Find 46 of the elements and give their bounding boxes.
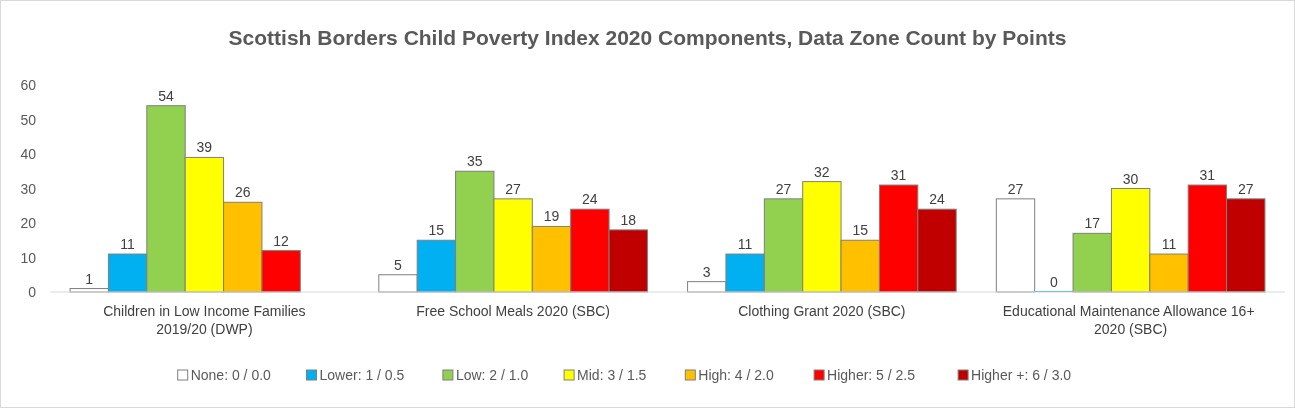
y-tick-label: 0 (28, 284, 37, 300)
x-tick-label: Clothing Grant 2020 (SBC) (738, 303, 906, 319)
y-tick-label: 50 (20, 111, 37, 128)
data-label: 27 (1007, 180, 1024, 197)
x-tick-label: Free School Meals 2020 (SBC) (416, 303, 611, 319)
data-label: 30 (1122, 170, 1139, 187)
data-label: 11 (120, 236, 136, 253)
chart-title: Scottish Borders Child Poverty Index 2020 Components, Data Zone Count by Points (228, 26, 1067, 49)
legend-label: High: 4 / 2.0 (698, 367, 774, 383)
data-label: 11 (1161, 236, 1177, 253)
data-label: 35 (466, 153, 483, 170)
legend-label: None: 0 / 0.0 (190, 367, 272, 383)
data-label: 12 (273, 232, 290, 249)
y-tick-label: 10 (20, 249, 37, 266)
data-label: 27 (505, 180, 522, 197)
data-label: 32 (814, 163, 830, 180)
data-label: 15 (852, 222, 869, 239)
data-label: 24 (929, 191, 945, 208)
data-label: 24 (582, 191, 598, 208)
y-tick-label: 60 (20, 77, 37, 93)
data-label: 26 (234, 184, 251, 201)
data-label: 18 (620, 211, 637, 228)
legend-label: Lower: 1 / 0.5 (319, 367, 405, 383)
legend-label: Higher +: 6 / 3.0 (971, 367, 1072, 383)
legend-label: Low: 2 / 1.0 (455, 367, 529, 383)
data-label: 54 (158, 87, 174, 104)
legend-label: Mid: 3 / 1.5 (577, 367, 647, 383)
data-label: 17 (1084, 215, 1101, 232)
legend-label: Higher: 5 / 2.5 (827, 367, 916, 383)
data-label: 27 (1237, 180, 1254, 197)
data-label: 0 (1049, 274, 1058, 290)
data-label: 31 (890, 167, 907, 184)
y-tick-label: 30 (20, 180, 37, 197)
x-tick-label: Children in Low Income Families 2019/20 (DWP) (103, 303, 306, 337)
x-tick-label: Educational Maintenance Allowance 16+ 2020 (SBC) (1002, 303, 1259, 337)
data-label: 31 (1199, 167, 1216, 184)
data-label: 1 (85, 270, 94, 287)
data-label: 15 (428, 222, 445, 239)
y-tick-label: 40 (20, 146, 37, 162)
data-label: 19 (543, 208, 560, 225)
data-label: 39 (196, 139, 213, 156)
y-tick-label: 20 (20, 215, 37, 231)
data-label: 3 (702, 263, 711, 280)
data-label: 5 (394, 256, 403, 273)
data-label: 11 (737, 236, 753, 253)
data-label: 27 (775, 180, 792, 197)
